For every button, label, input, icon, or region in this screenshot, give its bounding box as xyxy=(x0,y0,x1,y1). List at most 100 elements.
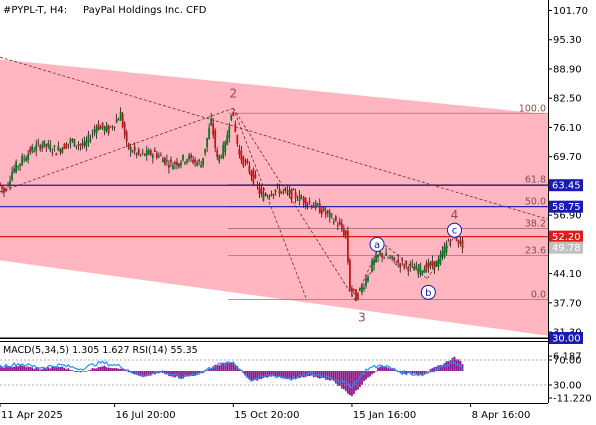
macd-bar xyxy=(421,371,424,375)
candle-body xyxy=(37,142,40,144)
rsi-line xyxy=(0,359,548,389)
projection-line-upper xyxy=(0,56,548,220)
wave-circle-a xyxy=(369,236,385,252)
macd-bar xyxy=(0,366,1,371)
candle-body xyxy=(232,111,235,117)
macd-bar xyxy=(453,356,456,371)
candle-body xyxy=(143,153,146,156)
candle-body xyxy=(375,254,377,263)
macd-bar xyxy=(111,368,114,371)
candle-body xyxy=(332,221,335,224)
candle-body xyxy=(208,127,211,140)
candle-body xyxy=(1,186,3,189)
candle-body xyxy=(166,159,168,161)
candle-body xyxy=(238,148,241,155)
candle-body xyxy=(344,230,347,235)
candle-body xyxy=(13,168,15,173)
candle-body xyxy=(435,260,438,267)
macd-bar xyxy=(451,357,454,371)
time-tick-label: 11 Apr 2025 xyxy=(1,410,63,421)
candle-body xyxy=(93,129,96,133)
price-tick-label: 101.70 xyxy=(553,6,588,17)
macd-bar xyxy=(300,371,303,378)
macd-bar xyxy=(208,368,211,371)
macd-bar xyxy=(405,371,408,374)
candle-body xyxy=(137,149,140,155)
macd-bar xyxy=(264,371,267,378)
candle-body xyxy=(95,126,98,134)
candle-body xyxy=(115,118,118,123)
macd-bar xyxy=(198,371,200,374)
macd-bar xyxy=(59,366,62,371)
wave-label-b: b xyxy=(425,288,431,299)
macd-bar xyxy=(336,371,339,386)
macd-bar xyxy=(151,371,154,374)
candle-body xyxy=(230,114,233,121)
candle-body xyxy=(214,130,217,148)
macd-bar xyxy=(131,371,134,374)
macd-bar xyxy=(67,368,70,371)
candle-body xyxy=(274,189,277,193)
level-tag-2-label: 52.20 xyxy=(552,232,581,243)
candle-body xyxy=(164,157,166,165)
candle-body xyxy=(168,164,170,168)
macd-bar xyxy=(143,371,146,376)
candle-body xyxy=(403,264,406,268)
level-tag-2-box xyxy=(549,230,583,243)
candle-body xyxy=(174,162,176,165)
macd-bar xyxy=(258,371,261,379)
candle-body xyxy=(246,159,249,164)
macd-bar xyxy=(7,365,9,371)
candle-body xyxy=(427,262,430,268)
candle-body xyxy=(69,139,72,144)
candle-body xyxy=(377,254,379,258)
candle-body xyxy=(155,153,158,158)
macd-bar xyxy=(125,370,128,372)
candle-body xyxy=(121,113,124,128)
candle-body xyxy=(457,239,460,245)
candle-body xyxy=(7,184,9,186)
candle-body xyxy=(312,205,315,208)
candle-body xyxy=(276,185,279,187)
candle-body xyxy=(41,144,44,148)
macd-bar xyxy=(230,362,233,371)
candle-body xyxy=(204,148,207,154)
candle-body xyxy=(270,194,273,196)
candle-body xyxy=(31,146,34,152)
candle-body xyxy=(379,251,381,255)
macd-bar xyxy=(419,371,422,375)
candle-body xyxy=(184,162,186,164)
candle-body xyxy=(349,260,351,291)
candle-body xyxy=(49,144,52,151)
macd-bar xyxy=(433,367,436,371)
macd-bar xyxy=(338,371,341,386)
candle-body xyxy=(63,143,66,150)
macd-bar xyxy=(166,371,168,375)
macd-bar xyxy=(184,371,186,377)
candle-body xyxy=(151,154,154,159)
macd-bar xyxy=(127,371,130,373)
macd-bar xyxy=(43,368,46,371)
candle-body xyxy=(105,125,108,131)
macd-bar xyxy=(172,371,174,377)
candle-body xyxy=(425,263,428,272)
candle-body xyxy=(25,158,28,162)
candle-body xyxy=(170,159,172,162)
macd-bar xyxy=(347,371,349,394)
macd-bar xyxy=(85,371,88,372)
macd-bar xyxy=(252,371,255,381)
macd-bar xyxy=(41,369,44,371)
candle-body xyxy=(399,263,402,268)
macd-bar xyxy=(375,371,377,372)
candle-body xyxy=(129,146,132,152)
candle-body xyxy=(240,150,243,161)
macd-bar xyxy=(282,371,285,379)
candle-body xyxy=(252,169,255,184)
candle-body xyxy=(355,289,357,302)
candle-body xyxy=(290,188,293,200)
candle-body xyxy=(73,139,76,147)
candle-body xyxy=(389,257,392,259)
candle-body xyxy=(431,260,434,266)
macd-bar xyxy=(79,371,82,373)
